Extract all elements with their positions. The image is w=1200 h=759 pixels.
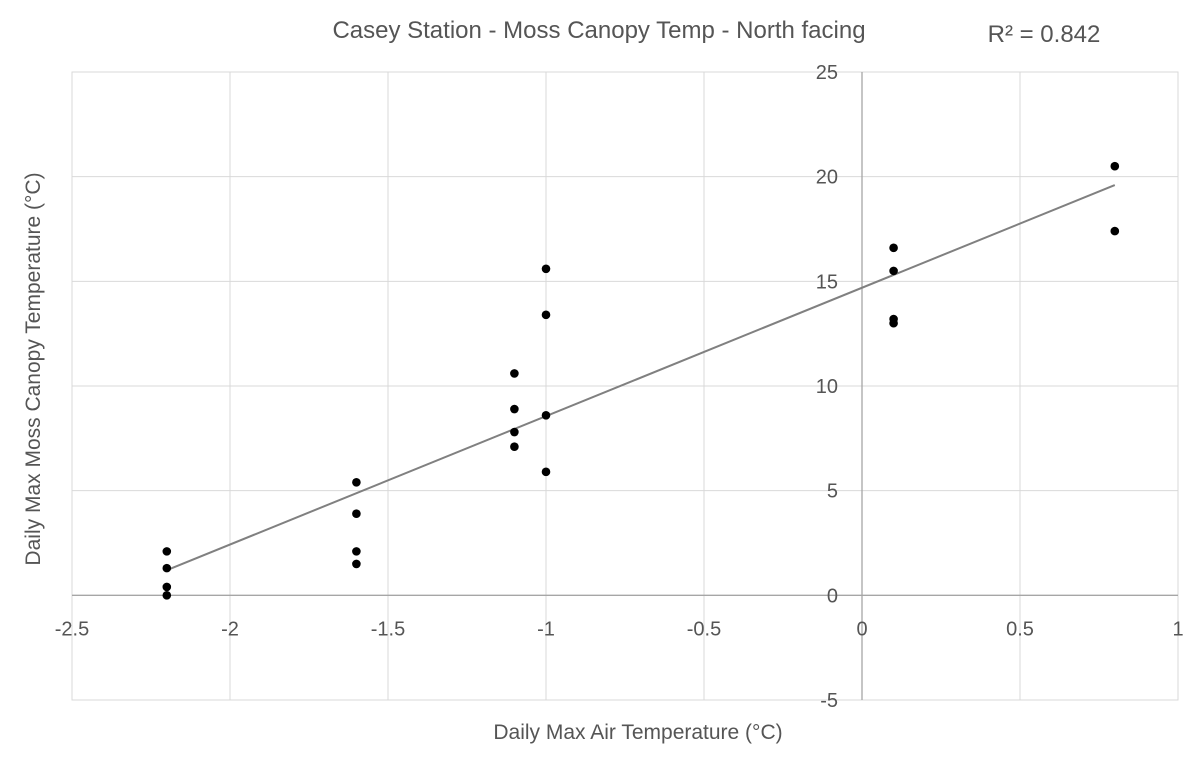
data-point bbox=[352, 559, 361, 569]
x-tick-label: 1 bbox=[1172, 618, 1183, 640]
x-tick-label: -2.5 bbox=[55, 618, 89, 640]
data-point bbox=[510, 427, 519, 437]
x-tick-label: 0.5 bbox=[1006, 618, 1034, 640]
data-point bbox=[162, 582, 172, 592]
y-tick-label: 0 bbox=[827, 585, 838, 607]
data-points bbox=[162, 161, 1120, 600]
data-point bbox=[541, 411, 551, 420]
data-point bbox=[162, 563, 172, 573]
data-point bbox=[541, 467, 551, 477]
x-axis-title: Daily Max Air Temperature (°C) bbox=[493, 721, 782, 744]
y-axis-title: Daily Max Moss Canopy Temperature (°C) bbox=[22, 172, 45, 565]
y-tick-label: -5 bbox=[820, 690, 838, 712]
plot-area-frame bbox=[71, 71, 1179, 701]
data-point bbox=[510, 442, 519, 452]
data-point bbox=[162, 591, 172, 600]
horizontal-gridlines bbox=[72, 71, 1178, 701]
y-tick-labels: -5 0 5 10 15 20 25 bbox=[816, 62, 838, 712]
trendline-group bbox=[166, 184, 1116, 572]
data-point bbox=[1110, 226, 1120, 236]
y-tick-label: 5 bbox=[827, 481, 838, 503]
y-tick-label: 10 bbox=[816, 376, 838, 398]
data-point bbox=[889, 266, 898, 276]
x-tick-label: -1 bbox=[537, 618, 555, 640]
x-tick-label: 0 bbox=[856, 618, 867, 640]
x-tick-labels: -2.5 -2 -1.5 -1 -0.5 0 0.5 1 bbox=[55, 618, 1184, 640]
data-point bbox=[1110, 161, 1120, 171]
y-tick-label: 25 bbox=[816, 62, 838, 84]
data-point bbox=[352, 477, 361, 487]
chart-title: Casey Station - Moss Canopy Temp - North… bbox=[332, 17, 865, 44]
data-point bbox=[352, 547, 361, 556]
y-tick-label: 20 bbox=[816, 167, 838, 189]
data-point bbox=[889, 243, 898, 253]
data-point bbox=[510, 369, 519, 378]
y-tick-label: 15 bbox=[816, 271, 838, 293]
data-point bbox=[541, 264, 551, 274]
data-point bbox=[352, 509, 361, 518]
trendline bbox=[166, 184, 1116, 572]
zero-axes bbox=[72, 72, 1178, 700]
x-tick-label: -1.5 bbox=[371, 618, 405, 640]
x-tick-label: -0.5 bbox=[687, 618, 721, 640]
data-point bbox=[510, 404, 519, 414]
data-point bbox=[889, 318, 898, 328]
data-point bbox=[541, 310, 551, 320]
x-tick-label: -2 bbox=[221, 618, 239, 640]
r-squared-label: R² = 0.842 bbox=[988, 21, 1101, 48]
data-point bbox=[162, 547, 172, 556]
